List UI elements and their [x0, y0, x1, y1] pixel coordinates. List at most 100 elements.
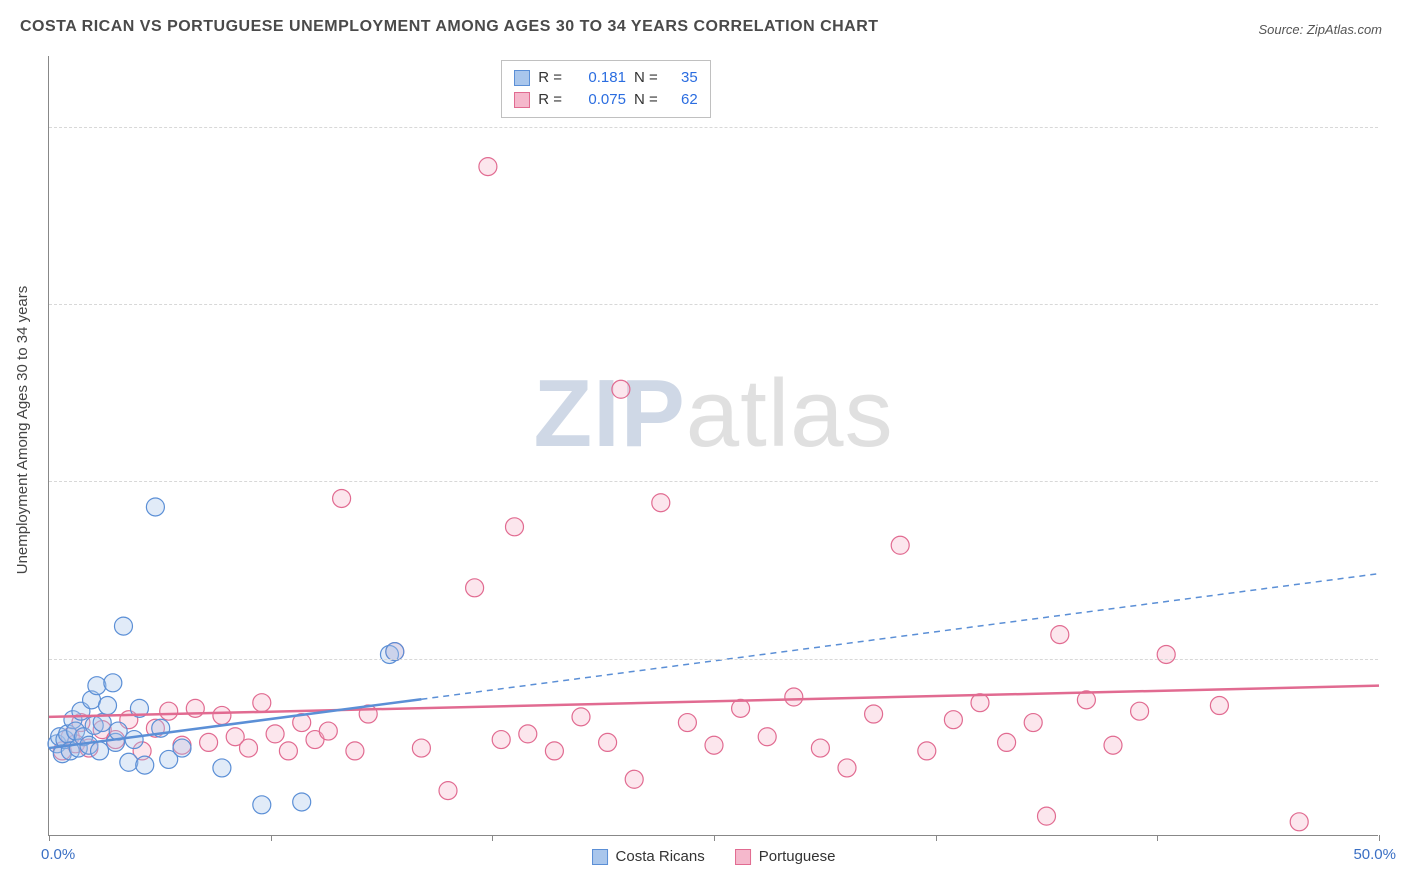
x-tick: [49, 835, 50, 841]
scatter-point-portuguese: [1131, 702, 1149, 720]
scatter-point-portuguese: [652, 494, 670, 512]
scatter-point-portuguese: [240, 739, 258, 757]
scatter-point-portuguese: [758, 728, 776, 746]
scatter-point-portuguese: [572, 708, 590, 726]
stats-row-portuguese: R = 0.075 N = 62: [514, 89, 698, 111]
legend-label: Portuguese: [759, 848, 836, 865]
scatter-point-portuguese: [1157, 645, 1175, 663]
series-swatch-icon: [592, 849, 608, 865]
scatter-point-portuguese: [785, 688, 803, 706]
scatter-point-portuguese: [346, 742, 364, 760]
scatter-point-portuguese: [160, 702, 178, 720]
y-tick-label: 12.5%: [1388, 650, 1406, 667]
n-value: 62: [666, 89, 698, 111]
x-max-label: 50.0%: [1353, 846, 1396, 863]
n-label: N =: [634, 67, 658, 89]
x-tick: [492, 835, 493, 841]
scatter-point-portuguese: [466, 579, 484, 597]
scatter-point-portuguese: [998, 733, 1016, 751]
scatter-point-portuguese: [333, 489, 351, 507]
source-label: Source: ZipAtlas.com: [1258, 22, 1382, 37]
n-label: N =: [634, 89, 658, 111]
r-value: 0.075: [570, 89, 626, 111]
gridline: [49, 659, 1378, 660]
n-value: 35: [666, 67, 698, 89]
scatter-point-costa-ricans: [91, 742, 109, 760]
chart-title: COSTA RICAN VS PORTUGUESE UNEMPLOYMENT A…: [20, 18, 879, 36]
scatter-point-portuguese: [705, 736, 723, 754]
scatter-point-costa-ricans: [293, 793, 311, 811]
scatter-point-costa-ricans: [99, 697, 117, 715]
stats-row-costa-ricans: R = 0.181 N = 35: [514, 67, 698, 89]
scatter-point-costa-ricans: [114, 617, 132, 635]
scatter-point-portuguese: [1210, 697, 1228, 715]
scatter-point-portuguese: [865, 705, 883, 723]
scatter-point-portuguese: [678, 714, 696, 732]
legend: Costa Ricans Portuguese: [592, 848, 836, 865]
scatter-point-costa-ricans: [253, 796, 271, 814]
scatter-point-portuguese: [213, 706, 231, 724]
series-swatch-icon: [735, 849, 751, 865]
scatter-point-costa-ricans: [173, 739, 191, 757]
scatter-point-portuguese: [200, 733, 218, 751]
scatter-point-portuguese: [1038, 807, 1056, 825]
scatter-point-portuguese: [1051, 626, 1069, 644]
trend-line-portuguese: [49, 686, 1379, 717]
r-label: R =: [538, 89, 562, 111]
x-tick: [271, 835, 272, 841]
x-tick: [1379, 835, 1380, 841]
scatter-chart: [49, 56, 1378, 835]
gridline: [49, 127, 1378, 128]
scatter-point-costa-ricans: [88, 677, 106, 695]
scatter-point-portuguese: [1024, 714, 1042, 732]
x-min-label: 0.0%: [41, 846, 75, 863]
scatter-point-portuguese: [811, 739, 829, 757]
scatter-point-portuguese: [625, 770, 643, 788]
scatter-point-portuguese: [944, 711, 962, 729]
scatter-point-costa-ricans: [213, 759, 231, 777]
x-tick: [1157, 835, 1158, 841]
scatter-point-portuguese: [492, 731, 510, 749]
scatter-point-portuguese: [732, 699, 750, 717]
series-swatch-icon: [514, 70, 530, 86]
scatter-point-costa-ricans: [104, 674, 122, 692]
y-tick-label: 25.0%: [1388, 473, 1406, 490]
scatter-point-costa-ricans: [120, 753, 138, 771]
plot-area: ZIPatlas 12.5%25.0%37.5%50.0% 0.0% 50.0%…: [48, 56, 1378, 836]
y-axis-title: Unemployment Among Ages 30 to 34 years: [14, 286, 31, 575]
scatter-point-portuguese: [545, 742, 563, 760]
scatter-point-portuguese: [319, 722, 337, 740]
x-tick: [936, 835, 937, 841]
scatter-point-costa-ricans: [125, 731, 143, 749]
legend-label: Costa Ricans: [616, 848, 705, 865]
scatter-point-portuguese: [266, 725, 284, 743]
scatter-point-portuguese: [891, 536, 909, 554]
gridline: [49, 481, 1378, 482]
scatter-point-portuguese: [506, 518, 524, 536]
trend-line-dashed-costa-ricans: [421, 574, 1379, 700]
r-value: 0.181: [570, 67, 626, 89]
y-tick-label: 50.0%: [1388, 118, 1406, 135]
gridline: [49, 304, 1378, 305]
scatter-point-costa-ricans: [146, 498, 164, 516]
legend-item-costa-ricans: Costa Ricans: [592, 848, 705, 865]
scatter-point-portuguese: [253, 694, 271, 712]
scatter-point-costa-ricans: [136, 756, 154, 774]
scatter-point-portuguese: [1104, 736, 1122, 754]
scatter-point-portuguese: [279, 742, 297, 760]
scatter-point-portuguese: [519, 725, 537, 743]
y-tick-label: 37.5%: [1388, 296, 1406, 313]
x-tick: [714, 835, 715, 841]
legend-item-portuguese: Portuguese: [735, 848, 836, 865]
scatter-point-portuguese: [439, 782, 457, 800]
scatter-point-portuguese: [918, 742, 936, 760]
r-label: R =: [538, 67, 562, 89]
scatter-point-portuguese: [479, 158, 497, 176]
scatter-point-portuguese: [838, 759, 856, 777]
scatter-point-portuguese: [412, 739, 430, 757]
scatter-point-portuguese: [1290, 813, 1308, 831]
series-swatch-icon: [514, 92, 530, 108]
stats-box: R = 0.181 N = 35 R = 0.075 N = 62: [501, 60, 711, 118]
scatter-point-portuguese: [599, 733, 617, 751]
scatter-point-portuguese: [612, 380, 630, 398]
